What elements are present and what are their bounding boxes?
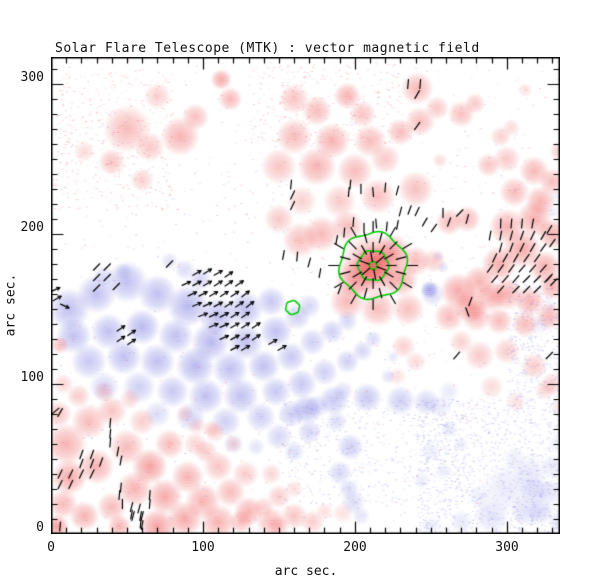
plot-area — [51, 57, 560, 534]
x-tick-label-300: 300 — [495, 540, 519, 555]
y-tick-label-0: 0 — [36, 520, 44, 535]
y-tick-label-100: 100 — [20, 370, 44, 385]
magnetogram-canvas — [51, 57, 560, 534]
x-tick-label-100: 100 — [191, 540, 215, 555]
y-axis-label: arc sec. — [3, 273, 19, 337]
plot-title: Solar Flare Telescope (MTK) : vector mag… — [55, 41, 480, 56]
x-tick-label-200: 200 — [343, 540, 367, 555]
y-tick-label-200: 200 — [20, 220, 44, 235]
x-axis-label: arc sec. — [274, 564, 338, 579]
x-tick-label-0: 0 — [47, 540, 55, 555]
y-tick-label-300: 300 — [20, 70, 44, 85]
